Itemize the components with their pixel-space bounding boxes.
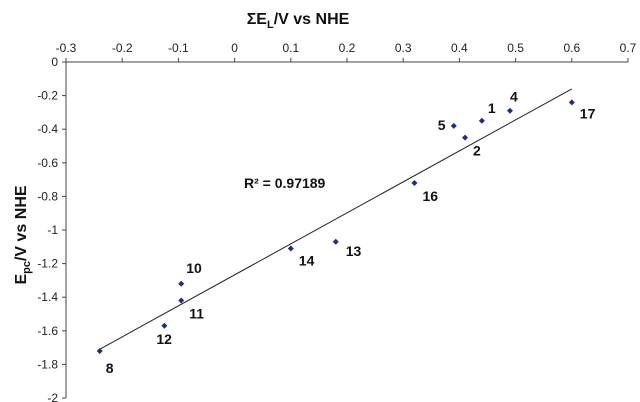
data-point-label: 8: [106, 360, 114, 376]
y-tick-label: -0.4: [37, 122, 58, 136]
data-point-label: 17: [580, 105, 596, 121]
x-tick-label: 0.7: [620, 41, 637, 55]
x-axis-title-subscript: L: [267, 19, 274, 31]
data-point-10: [178, 280, 185, 287]
data-point-label: 1: [488, 100, 496, 116]
x-tick-label: 0.4: [451, 41, 468, 55]
x-tick-label: 0: [231, 41, 238, 55]
x-axis-title-rest: /V vs NHE: [274, 11, 350, 28]
x-tick-label: 0.2: [339, 41, 356, 55]
data-point-label: 11: [189, 306, 204, 322]
y-tick-label: 0: [51, 55, 58, 69]
data-point-12: [161, 322, 168, 329]
y-axis-ticks: 0 -0.2 -0.4 -0.6 -0.8 -1 -1.2 -1.4 -1.6 -1.8 -2: [37, 55, 66, 402]
r-squared-annotation: R² = 0.97189: [244, 175, 326, 191]
data-point-14: [287, 245, 294, 252]
data-point-2: [462, 134, 469, 141]
x-tick-label: 0.1: [282, 41, 299, 55]
data-point-11: [178, 297, 185, 304]
y-axis-title-subscript: pc: [21, 261, 33, 274]
y-axis-title: Epc/V vs NHE: [13, 185, 33, 284]
data-point-1: [478, 117, 485, 124]
y-axis-title-rest: /V vs NHE: [13, 185, 30, 261]
y-tick-label: -0.6: [37, 156, 58, 170]
data-point-17: [568, 99, 575, 106]
data-point-label: 13: [346, 243, 362, 259]
trendline: [99, 88, 573, 350]
x-axis-title: ΣEL/V vs NHE: [247, 11, 350, 31]
data-point-label: 14: [299, 252, 315, 268]
x-tick-label: 0.6: [563, 41, 580, 55]
data-point-label: 10: [186, 260, 202, 276]
x-axis-ticks: -0.3 -0.2 -0.1 0 0.1 0.2 0.3 0.4 0.5 0.6 0.7: [56, 41, 637, 62]
y-tick-label: -1.8: [37, 357, 58, 371]
y-tick-label: -1.4: [37, 290, 58, 304]
y-tick-label: -1.6: [37, 324, 58, 338]
data-point-8: [96, 347, 103, 354]
x-tick-label: -0.1: [168, 41, 189, 55]
plot-area: [66, 62, 628, 398]
data-point-label: 16: [422, 188, 438, 204]
y-tick-label: -0.8: [37, 189, 58, 203]
data-point-label: 4: [510, 89, 518, 105]
y-tick-label: -0.2: [37, 89, 58, 103]
y-tick-label: -1: [47, 223, 58, 237]
data-point-label: 5: [438, 117, 446, 133]
data-point-label: 12: [156, 331, 172, 347]
x-tick-label: -0.2: [112, 41, 133, 55]
data-point-label: 2: [473, 143, 481, 159]
x-tick-label: 0.3: [395, 41, 412, 55]
x-tick-label: -0.3: [56, 41, 77, 55]
x-tick-label: 0.5: [507, 41, 524, 55]
data-point-4: [506, 107, 513, 114]
y-tick-label: -1.2: [37, 257, 58, 271]
y-tick-label: -2: [47, 391, 58, 402]
data-point-16: [411, 179, 418, 186]
data-point-13: [332, 238, 339, 245]
data-point-5: [450, 122, 457, 129]
